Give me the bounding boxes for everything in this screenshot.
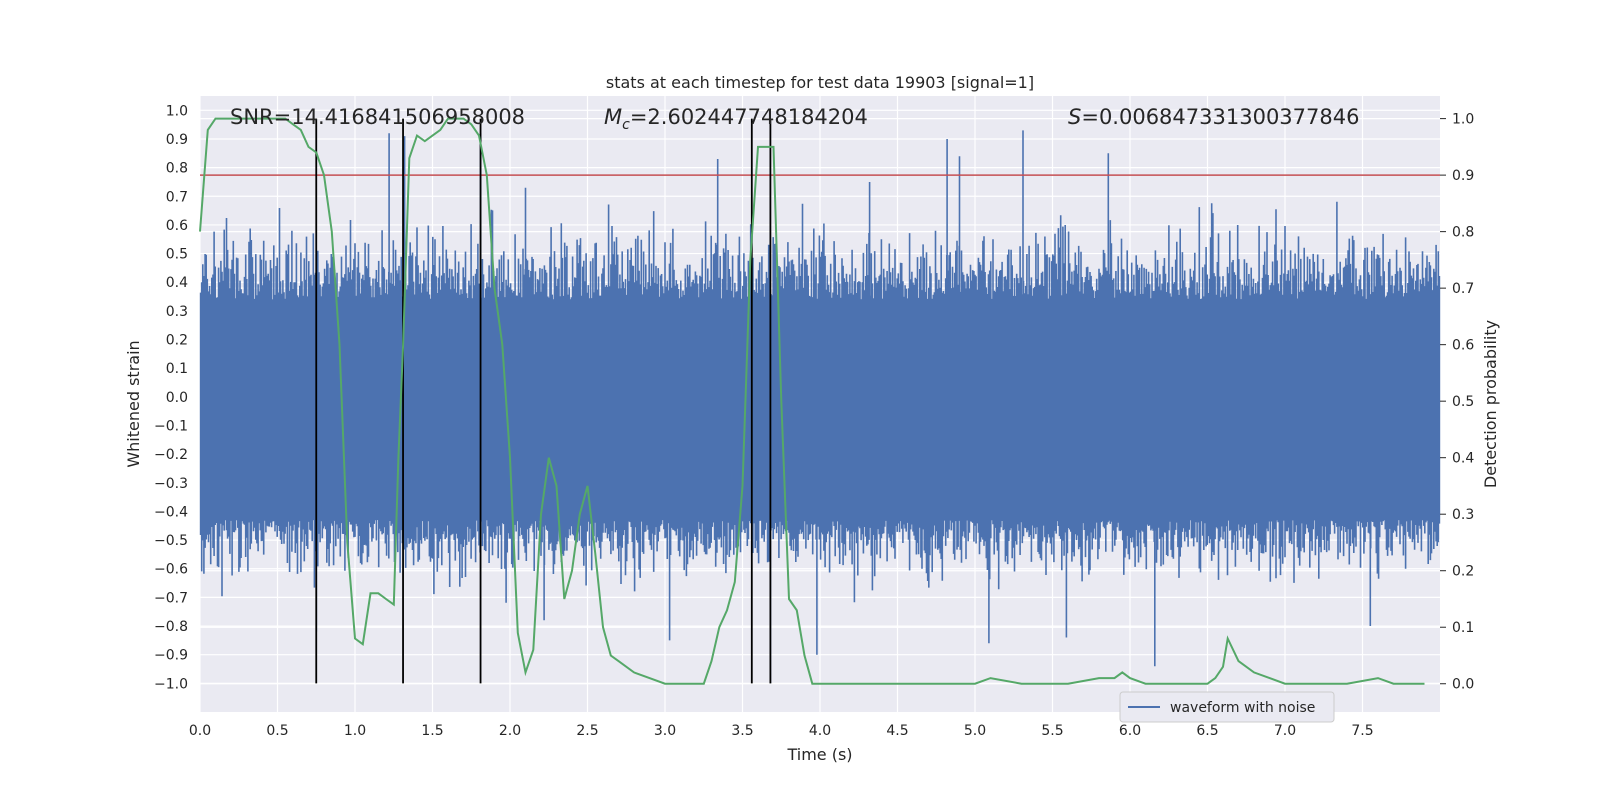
- y-tick-label: −0.7: [154, 590, 188, 606]
- snr-annotation: SNR=14.416841506958008: [230, 105, 525, 129]
- y2-tick-label: 0.9: [1452, 168, 1474, 184]
- y-tick-label: 0.9: [166, 132, 188, 148]
- x-tick-label: 7.0: [1274, 723, 1296, 739]
- y-tick-label: 0.7: [166, 189, 188, 205]
- x-tick-label: 4.0: [809, 723, 831, 739]
- legend-box: [1119, 691, 1335, 723]
- x-tick-label: 4.5: [886, 723, 908, 739]
- mc-subscript: c: [622, 117, 630, 133]
- legend: waveform with noise: [1119, 691, 1335, 723]
- x-tick-label: 0.5: [266, 723, 288, 739]
- x-tick-label: 5.5: [1041, 723, 1063, 739]
- y-tick-label: 0.2: [166, 333, 188, 349]
- y-tick-label: 0.4: [166, 275, 188, 291]
- y2-tick-label: 0.4: [1452, 451, 1474, 467]
- x-tick-label: 1.0: [344, 723, 366, 739]
- y-tick-label: −0.8: [154, 619, 188, 635]
- y-tick-label: −0.2: [154, 447, 188, 463]
- y-tick-label: 0.6: [166, 218, 188, 234]
- s-symbol: S: [1068, 105, 1081, 129]
- mc-symbol: M: [604, 105, 622, 129]
- y2-tick-label: 0.7: [1452, 281, 1474, 297]
- x-tick-label: 5.0: [964, 723, 986, 739]
- y-tick-label: 1.0: [166, 103, 188, 119]
- y-tick-label: 0.8: [166, 161, 188, 177]
- y2-tick-label: 1.0: [1452, 112, 1474, 128]
- mc-value: =2.602447748184204: [630, 105, 868, 129]
- y2-axis-label: Detection probability: [1481, 320, 1500, 488]
- s-annotation: S=0.006847331300377846: [1068, 105, 1359, 129]
- axes: −1.0 −0.9 −0.8 −0.7 −0.6 −0.5 −0.4 −0.3 −0.2 −0.1…: [154, 103, 1474, 739]
- x-tick-label: 6.0: [1119, 723, 1141, 739]
- y-axis-label: Whitened strain: [124, 340, 143, 467]
- y-tick-label: 0.0: [166, 390, 188, 406]
- plot-content: [199, 117, 1441, 685]
- y2-tick-label: 0.2: [1452, 564, 1474, 580]
- y-tick-label: 0.3: [166, 304, 188, 320]
- y-tick-label: −0.3: [154, 476, 188, 492]
- x-tick-label: 2.0: [499, 723, 521, 739]
- probability-line: [199, 117, 1425, 685]
- y2-tick-label: 0.0: [1452, 677, 1474, 693]
- waveform-series: [199, 130, 1441, 684]
- y-tick-label: −1.0: [154, 676, 188, 692]
- y-tick-label: −0.1: [154, 418, 188, 434]
- y-tick-label: 0.1: [166, 361, 188, 377]
- y-tick-label: −0.9: [154, 648, 188, 664]
- y-tick-label: 0.5: [166, 247, 188, 263]
- y2-tick-label: 0.1: [1452, 620, 1474, 636]
- y-tick-label: −0.6: [154, 562, 188, 578]
- x-tick-label: 0.0: [189, 723, 211, 739]
- y2-tick-label: 0.5: [1452, 394, 1474, 410]
- y-tick-label: −0.4: [154, 504, 188, 520]
- x-tick-label: 6.5: [1196, 723, 1218, 739]
- x-tick-label: 3.0: [654, 723, 676, 739]
- legend-label-waveform: waveform with noise: [1170, 700, 1315, 716]
- x-tick-label: 1.5: [421, 723, 443, 739]
- y2-tick-label: 0.8: [1452, 225, 1474, 241]
- x-tick-label: 2.5: [576, 723, 598, 739]
- y2-tick-label: 0.6: [1452, 338, 1474, 354]
- x-axis-label: Time (s): [786, 745, 852, 764]
- y2-tick-label: 0.3: [1452, 507, 1474, 523]
- chart-title: stats at each timestep for test data 199…: [606, 73, 1034, 92]
- x-tick-label: 7.5: [1351, 723, 1373, 739]
- mc-annotation: Mc=2.602447748184204: [604, 105, 868, 133]
- y-tick-label: −0.5: [154, 533, 188, 549]
- s-value: =0.006847331300377846: [1081, 105, 1359, 129]
- x-tick-label: 3.5: [731, 723, 753, 739]
